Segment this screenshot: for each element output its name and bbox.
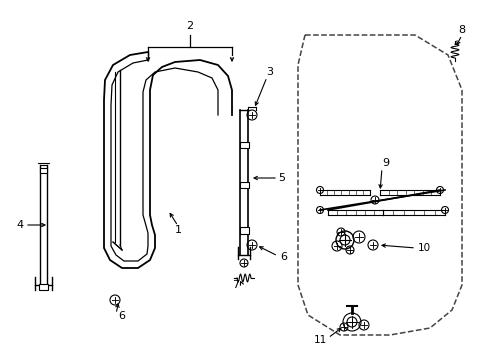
FancyBboxPatch shape bbox=[39, 284, 48, 290]
Text: 6: 6 bbox=[118, 311, 125, 321]
Text: 4: 4 bbox=[17, 220, 23, 230]
Text: 6: 6 bbox=[280, 252, 287, 262]
Text: 10: 10 bbox=[417, 243, 429, 253]
Text: 5: 5 bbox=[278, 173, 285, 183]
Text: 2: 2 bbox=[186, 21, 193, 31]
FancyBboxPatch shape bbox=[40, 167, 47, 172]
Text: 3: 3 bbox=[266, 67, 273, 77]
FancyBboxPatch shape bbox=[239, 226, 248, 234]
Text: 9: 9 bbox=[382, 158, 389, 168]
Text: 11: 11 bbox=[313, 335, 326, 345]
Text: 7: 7 bbox=[232, 280, 239, 290]
FancyBboxPatch shape bbox=[239, 182, 248, 188]
FancyBboxPatch shape bbox=[239, 142, 248, 148]
Text: 8: 8 bbox=[458, 25, 465, 35]
Text: 1: 1 bbox=[174, 225, 181, 235]
